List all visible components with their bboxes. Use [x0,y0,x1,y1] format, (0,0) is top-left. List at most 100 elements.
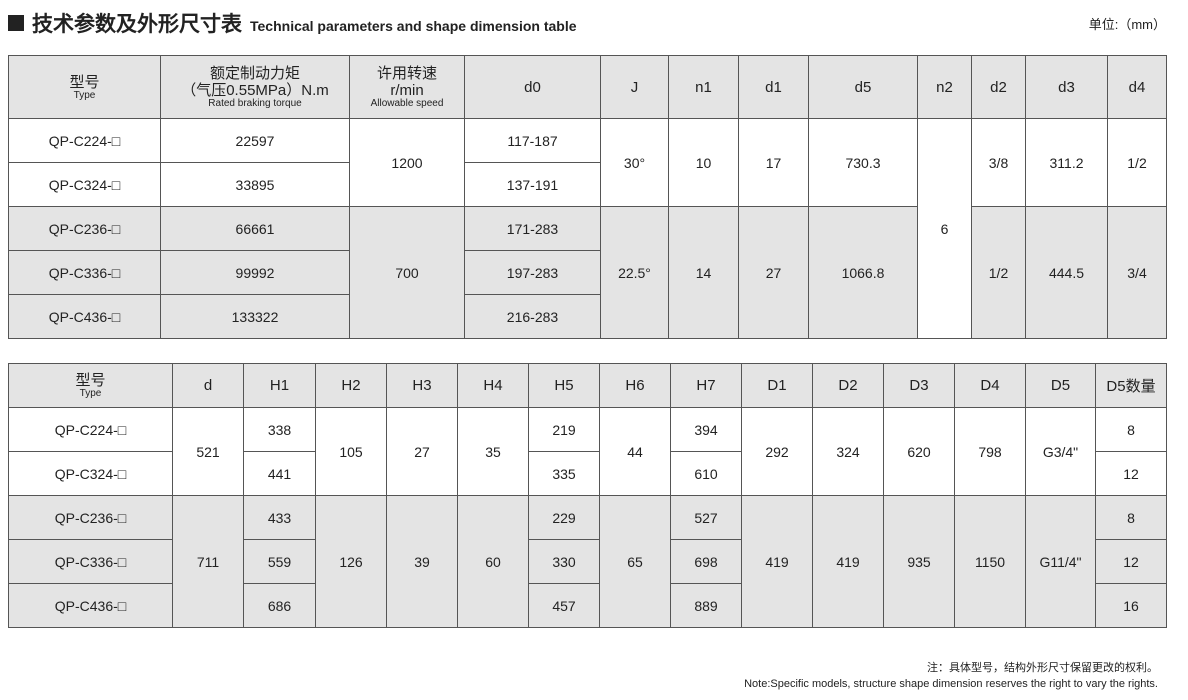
col-h2: H2 [315,363,387,408]
footnote-zh: 注：具体型号，结构外形尺寸保留更改的权利。 [927,662,1158,674]
col-h7: H7 [670,363,742,408]
h1-cell: 338 [243,407,316,452]
D1-cell: 419 [741,495,813,628]
table-row: QP-C236-□ 66661 700 171-283 22.5° 14 27 … [8,206,1167,339]
D5-count-cell: 12 [1095,451,1167,496]
d3-cell: 311.2 [1025,118,1108,207]
header-row: 型号 Type 额定制动力矩 （气压0.55MPa）N.m Rated braking… [8,55,1167,119]
h7-cell: 889 [670,583,742,628]
d5-cell: 730.3 [808,118,918,207]
col-d3: d3 [1025,55,1108,119]
h1-cell: 441 [243,451,316,496]
d-cell: 521 [172,407,244,496]
col-D3: D3 [883,363,955,408]
model-cell: QP-C436-□ [8,294,161,339]
D5-cell: G11/4" [1025,495,1096,628]
D5-count-cell: 8 [1095,495,1167,540]
col-type: 型号 Type [8,55,161,119]
h4-cell: 35 [457,407,529,496]
header-row: 型号 Type d H1 H2 H3 H4 H5 H6 H7 D1 D2 D3 D… [8,363,1167,408]
col-D1: D1 [741,363,813,408]
h6-cell: 65 [599,495,671,628]
h6-cell: 44 [599,407,671,496]
table-row: QP-C436-□ 133322 216-283 [8,294,1167,339]
model-cell: QP-C224-□ [8,407,173,452]
d3-cell: 444.5 [1025,206,1108,339]
h5-cell: 330 [528,539,600,584]
col-n1: n1 [668,55,739,119]
h3-cell: 27 [386,407,458,496]
d0-cell: 137-191 [464,162,601,207]
model-cell: QP-C336-□ [8,539,173,584]
h5-cell: 229 [528,495,600,540]
D5-count-cell: 8 [1095,407,1167,452]
n1-cell: 14 [668,206,739,339]
col-d4: d4 [1107,55,1167,119]
model-cell: QP-C324-□ [8,162,161,207]
d-cell: 711 [172,495,244,628]
h1-cell: 559 [243,539,316,584]
h5-cell: 219 [528,407,600,452]
D4-cell: 1150 [954,495,1026,628]
model-cell: QP-C224-□ [8,118,161,163]
h1-cell: 433 [243,495,316,540]
shape-dimension-table: 型号 Type d H1 H2 H3 H4 H5 H6 H7 D1 D2 D3 D… [8,363,1167,628]
D3-cell: 620 [883,407,955,496]
col-h3: H3 [386,363,458,408]
D5-count-cell: 16 [1095,583,1167,628]
D2-cell: 419 [812,495,884,628]
D5-count-cell: 12 [1095,539,1167,584]
title-zh: 技术参数及外形尺寸表 [32,13,242,36]
title-en: Technical parameters and shape dimension… [250,18,577,34]
col-j: J [600,55,669,119]
h7-cell: 394 [670,407,742,452]
j-cell: 22.5° [600,206,669,339]
torque-cell: 133322 [160,294,350,339]
table-row: QP-C336-□ 99992 197-283 [8,250,1167,295]
d0-cell: 216-283 [464,294,601,339]
h7-cell: 610 [670,451,742,496]
D1-cell: 292 [741,407,813,496]
n1-cell: 10 [668,118,739,207]
col-torque: 额定制动力矩 （气压0.55MPa）N.m Rated braking torque [160,55,350,119]
d1-cell: 17 [738,118,809,207]
model-cell: QP-C324-□ [8,451,173,496]
torque-cell: 22597 [160,118,350,163]
table-row: QP-C324-□ 441 335 610 12 [8,451,1167,496]
col-D5-count: D5数量 [1095,363,1167,408]
col-n2: n2 [917,55,972,119]
h4-cell: 60 [457,495,529,628]
col-d: d [172,363,244,408]
torque-cell: 33895 [160,162,350,207]
j-cell: 30° [600,118,669,207]
footnote: 注：具体型号，结构外形尺寸保留更改的权利。 Note:Specific mode… [744,660,1158,692]
d4-cell: 1/2 [1107,118,1167,207]
col-h5: H5 [528,363,600,408]
torque-cell: 66661 [160,206,350,251]
h7-cell: 698 [670,539,742,584]
h2-cell: 105 [315,407,387,496]
d2-cell: 1/2 [971,206,1026,339]
model-cell: QP-C236-□ [8,206,161,251]
model-cell: QP-C436-□ [8,583,173,628]
speed-cell: 1200 [349,118,465,207]
col-D5: D5 [1025,363,1096,408]
D4-cell: 798 [954,407,1026,496]
col-h6: H6 [599,363,671,408]
col-d2: d2 [971,55,1026,119]
col-d1: d1 [738,55,809,119]
page-title: 技术参数及外形尺寸表 Technical parameters and shape… [8,8,577,38]
d2-cell: 3/8 [971,118,1026,207]
d4-cell: 3/4 [1107,206,1167,339]
torque-cell: 99992 [160,250,350,295]
D5-cell: G3/4" [1025,407,1096,496]
d0-cell: 117-187 [464,118,601,163]
h2-cell: 126 [315,495,387,628]
technical-parameters-table: 型号 Type 额定制动力矩 （气压0.55MPa）N.m Rated braking… [8,55,1167,339]
h5-cell: 457 [528,583,600,628]
model-cell: QP-C236-□ [8,495,173,540]
table-row: QP-C324-□ 33895 137-191 [8,162,1167,207]
D2-cell: 324 [812,407,884,496]
col-speed: 许用转速 r/min Allowable speed [349,55,465,119]
unit-label: 单位:（mm） [1088,17,1166,32]
